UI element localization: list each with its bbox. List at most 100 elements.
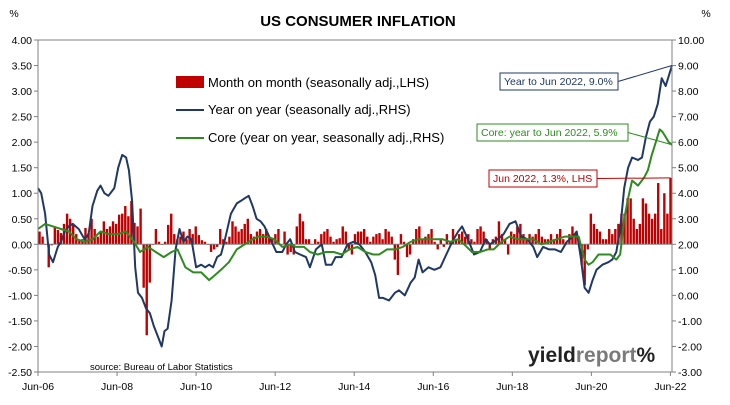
x-axis-ticks: Jun-06 Jun-08 Jun-10 Jun-12 Jun-14 Jun-16 Jun-… bbox=[22, 372, 687, 393]
mom-bar bbox=[323, 231, 326, 245]
mom-bar bbox=[583, 244, 586, 286]
mom-bar bbox=[142, 244, 145, 288]
mom-bar bbox=[304, 239, 308, 245]
mom-bar bbox=[424, 236, 427, 245]
annotation-box-core bbox=[476, 123, 629, 142]
mom-bar bbox=[317, 241, 320, 245]
mom-bar bbox=[614, 228, 617, 245]
mom-bar bbox=[194, 226, 197, 245]
mom-bar bbox=[78, 240, 81, 245]
mom-bar bbox=[338, 238, 341, 245]
mom-bar bbox=[329, 236, 332, 245]
legend: Month on month (seasonally adj.,LHS) Yea… bbox=[176, 75, 444, 145]
right-tick-label: 6.00 bbox=[678, 137, 699, 149]
left-tick-label: 1.50 bbox=[12, 163, 33, 175]
right-tick-label: 2.00 bbox=[678, 239, 699, 251]
mom-bar bbox=[571, 226, 574, 245]
brand-logo: yieldreport% bbox=[528, 344, 656, 367]
annotation-leader-mom bbox=[596, 177, 671, 179]
mom-bar bbox=[362, 228, 366, 245]
annotations: Year to Jun 2022, 9.0% Core: year to Jun… bbox=[476, 65, 673, 188]
x-tick-label: Jun-16 bbox=[417, 381, 449, 393]
mom-bar bbox=[448, 241, 452, 245]
mom-bar bbox=[84, 227, 87, 245]
mom-bar bbox=[87, 233, 90, 245]
mom-bar bbox=[225, 241, 228, 245]
mom-bar bbox=[393, 244, 397, 260]
right-tick-label: 5.00 bbox=[678, 163, 699, 175]
mom-bar bbox=[295, 226, 299, 245]
mom-bar bbox=[396, 244, 400, 275]
mom-bar bbox=[405, 244, 409, 258]
right-tick-label: 7.00 bbox=[678, 112, 699, 124]
mom-bar bbox=[497, 221, 501, 245]
mom-bar bbox=[108, 226, 112, 245]
x-tick-label: Jun-06 bbox=[22, 381, 54, 393]
right-tick-label: -3.00 bbox=[678, 367, 702, 379]
left-tick-label: 0.00 bbox=[12, 239, 33, 251]
mom-bar bbox=[261, 234, 265, 245]
mom-bar bbox=[445, 234, 449, 245]
mom-bar bbox=[127, 216, 130, 245]
mom-bar bbox=[200, 240, 204, 245]
mom-bar bbox=[454, 239, 458, 245]
month-on-month-bars bbox=[38, 177, 672, 336]
right-tick-label: -2.00 bbox=[678, 341, 702, 353]
x-tick-label: Jun-14 bbox=[338, 381, 370, 393]
right-tick-label: 4.00 bbox=[678, 188, 699, 200]
mom-bar bbox=[433, 241, 436, 245]
mom-bar bbox=[56, 230, 60, 245]
mom-bar bbox=[638, 223, 642, 245]
mom-bar bbox=[96, 236, 99, 245]
mom-bar bbox=[473, 241, 476, 245]
mom-bar bbox=[408, 244, 412, 255]
mom-bar bbox=[366, 236, 369, 245]
mom-bar bbox=[543, 239, 547, 245]
year-on-year-line bbox=[37, 65, 673, 348]
mom-bar bbox=[240, 228, 243, 245]
mom-bar bbox=[537, 228, 540, 245]
legend-label-core: Core (year on year, seasonally adj.,RHS) bbox=[208, 130, 444, 145]
mom-bar bbox=[209, 244, 213, 252]
legend-label-month-on-month: Month on month (seasonally adj.,LHS) bbox=[208, 75, 429, 90]
mom-bar bbox=[50, 244, 53, 246]
left-tick-label: 3.00 bbox=[12, 86, 33, 98]
mom-bar bbox=[231, 221, 234, 245]
mom-bar bbox=[170, 213, 173, 245]
mom-bar bbox=[488, 244, 491, 250]
x-tick-label: Jun-08 bbox=[101, 381, 133, 393]
mom-bar bbox=[482, 231, 485, 245]
x-tick-label: Jun-18 bbox=[496, 381, 528, 393]
annotation-box-yoy bbox=[499, 72, 619, 91]
mom-bar bbox=[234, 226, 237, 245]
annotation-leader-core bbox=[627, 132, 673, 146]
mom-bar bbox=[139, 208, 142, 245]
mom-bar bbox=[461, 231, 464, 245]
mom-bar bbox=[105, 228, 109, 245]
mom-bar bbox=[592, 223, 596, 245]
mom-bar bbox=[182, 231, 185, 245]
mom-bar bbox=[644, 203, 648, 245]
mom-bar bbox=[117, 214, 121, 245]
mom-bar bbox=[375, 234, 378, 245]
mom-bar bbox=[479, 226, 482, 245]
brand-wordmark: yieldreport% bbox=[528, 344, 656, 367]
mom-bar bbox=[197, 235, 200, 245]
left-axis-ticks: 4.00 3.50 3.00 2.50 2.00 1.50 1.00 0.50 0.00 -0.5… bbox=[8, 35, 38, 379]
mom-bar bbox=[215, 244, 219, 247]
mom-bar bbox=[252, 236, 256, 245]
mom-bar bbox=[301, 221, 305, 245]
mom-bar bbox=[549, 234, 553, 245]
mom-bar bbox=[353, 234, 357, 245]
mom-bar bbox=[111, 221, 115, 245]
right-tick-label: 1.00 bbox=[678, 265, 699, 277]
mom-bar bbox=[38, 231, 41, 245]
mom-bar bbox=[154, 228, 158, 245]
mom-bar bbox=[430, 228, 433, 245]
left-tick-label: 2.00 bbox=[12, 137, 33, 149]
mom-bar bbox=[604, 239, 608, 245]
mom-bar bbox=[335, 239, 338, 245]
right-tick-label: 10.00 bbox=[678, 35, 704, 47]
x-tick-label: Jun-22 bbox=[654, 381, 686, 393]
mom-bar bbox=[359, 231, 363, 245]
